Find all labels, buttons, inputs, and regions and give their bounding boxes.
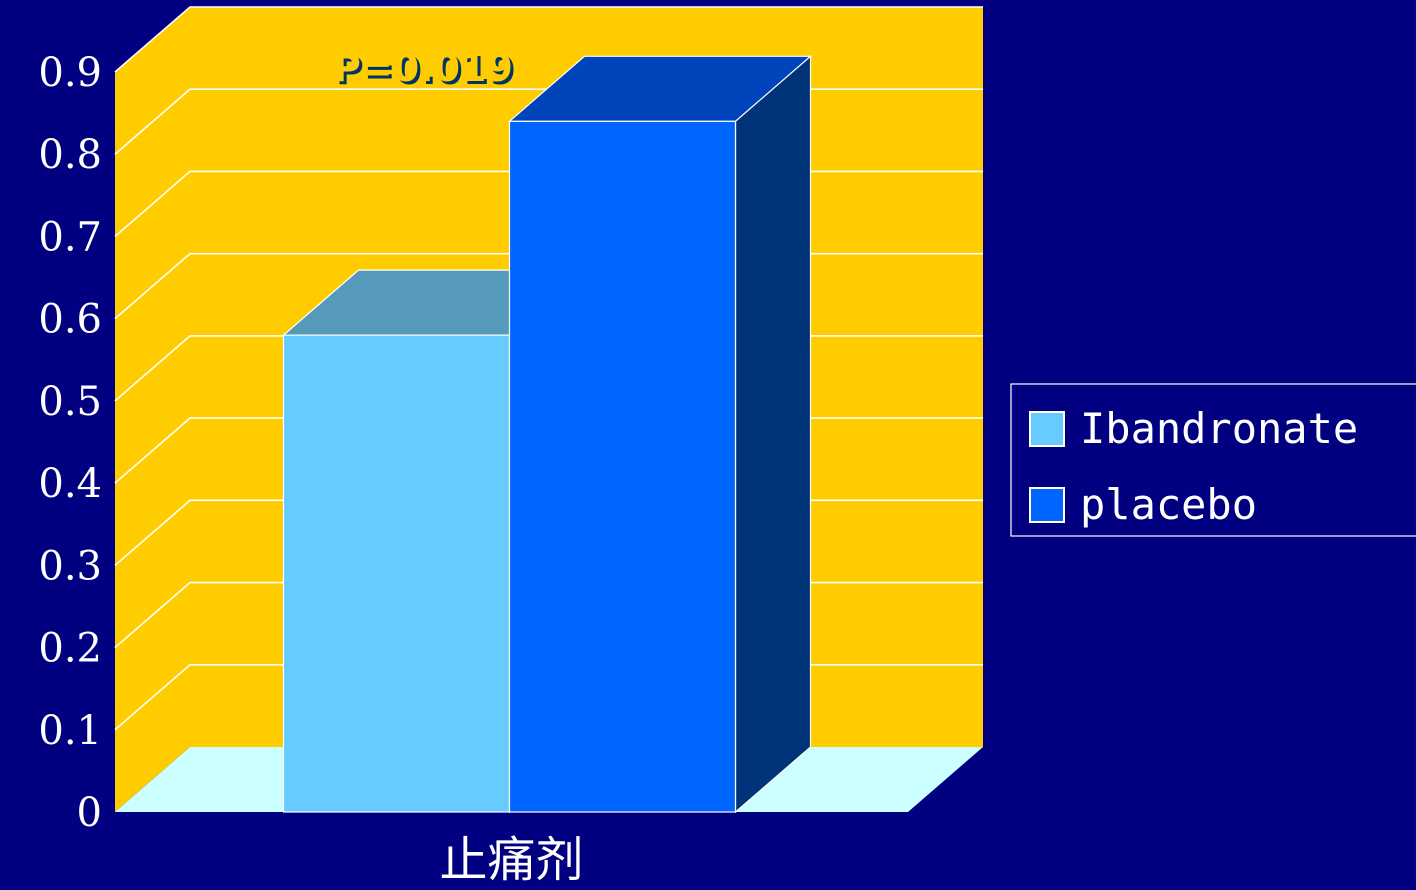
gridline xyxy=(114,6,983,73)
legend-box xyxy=(1010,383,1416,537)
y-tick-label: 0.9 xyxy=(38,50,102,96)
bar-front xyxy=(508,120,737,813)
legend: Ibandronate placebo xyxy=(1010,383,1416,537)
legend-label: Ibandronate xyxy=(1080,404,1358,453)
y-tick-label: 0 xyxy=(77,790,102,836)
x-axis: 止痛剂 xyxy=(439,832,583,888)
y-tick-label: 0.7 xyxy=(38,214,102,260)
bars xyxy=(281,55,813,814)
y-tick-label: 0.5 xyxy=(38,379,102,425)
p-value-annotation: P=0.019 xyxy=(333,46,513,90)
bar-front xyxy=(282,334,511,813)
y-axis: 0 0.1 0.2 0.3 0.4 0.5 0.6 0.7 0.8 0.9 xyxy=(38,50,102,836)
y-tick-label: 0.1 xyxy=(38,708,102,754)
y-tick-label: 0.4 xyxy=(38,461,102,507)
legend-swatch xyxy=(1029,411,1065,447)
y-tick-label: 0.8 xyxy=(38,132,102,178)
x-tick-label: 止痛剂 xyxy=(439,832,583,885)
y-tick-label: 0.2 xyxy=(38,626,102,672)
p-value-shadow: P=0.019 xyxy=(336,49,516,93)
bar-placebo xyxy=(507,55,813,814)
y-tick-label: 0.6 xyxy=(38,297,102,343)
bar-side xyxy=(734,55,812,814)
legend-label: placebo xyxy=(1080,480,1257,529)
legend-swatch xyxy=(1029,487,1065,523)
y-tick-label: 0.3 xyxy=(38,543,102,589)
side-wall xyxy=(115,7,190,812)
